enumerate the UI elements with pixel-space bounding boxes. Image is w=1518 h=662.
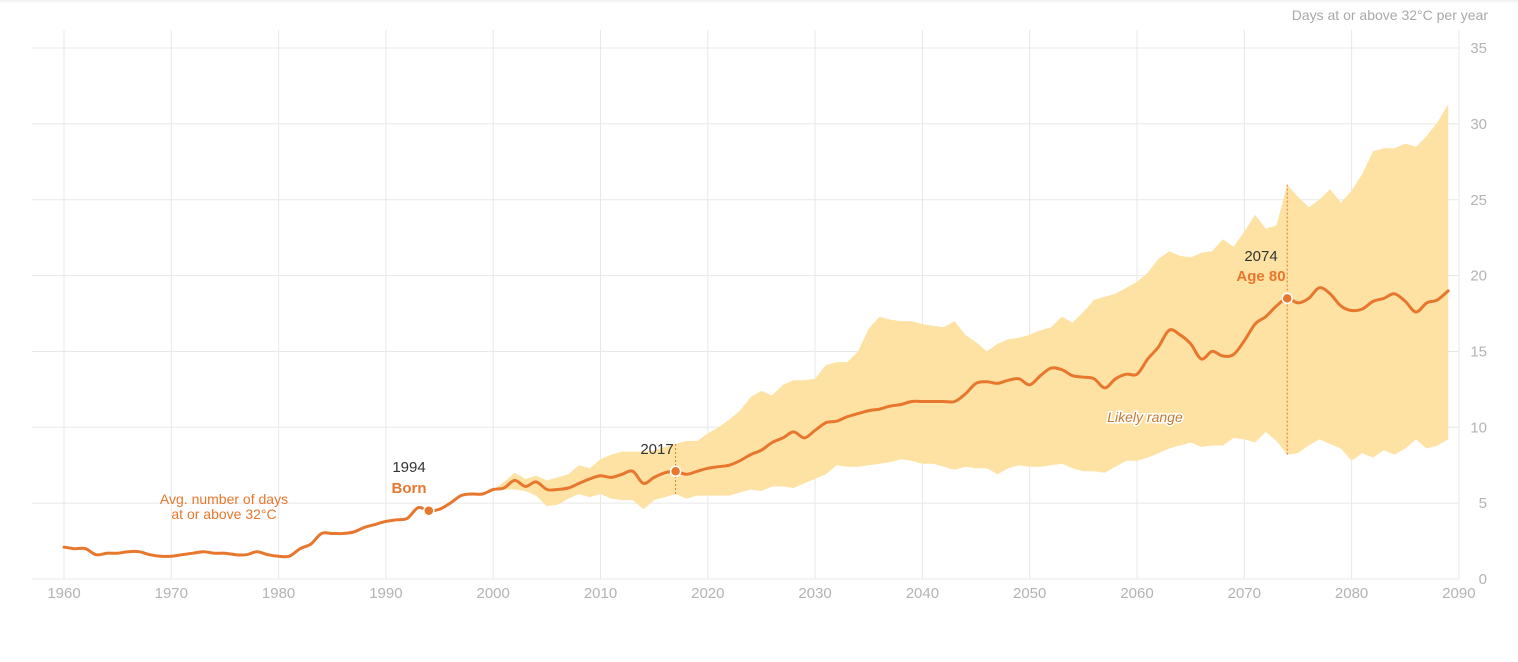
x-tick-label-1990: 1990 (369, 585, 402, 602)
likely-range-band (493, 104, 1449, 510)
avg-note-line1: Avg. number of days (160, 491, 288, 507)
marker-dot-2074 (1281, 292, 1293, 305)
average-line-layer (62, 286, 1450, 559)
born-year-label: 1994 (392, 459, 425, 476)
y-tick-label-5: 5 (1479, 495, 1487, 512)
y-tick-label-10: 10 (1470, 419, 1487, 436)
x-tick-label-1970: 1970 (155, 585, 188, 602)
x-tick-label-1980: 1980 (262, 585, 295, 602)
markers (423, 292, 1293, 517)
average-days-line (62, 286, 1450, 559)
x-tick-label-2060: 2060 (1120, 585, 1153, 602)
x-tick-label-1960: 1960 (47, 585, 80, 602)
age-label: Age 80 (1236, 268, 1285, 285)
x-tick-label-2040: 2040 (906, 585, 939, 602)
likely-range-label: Likely range (1107, 409, 1183, 425)
y-tick-label-0: 0 (1479, 571, 1487, 588)
y-tick-label-20: 20 (1470, 268, 1487, 285)
top-border (0, 0, 1518, 4)
likely-range-band-layer (493, 104, 1449, 510)
avg-note-line2: at or above 32°C (171, 506, 276, 522)
x-tick-label-2010: 2010 (584, 585, 617, 602)
x-tick-label-2080: 2080 (1335, 585, 1368, 602)
y-tick-label-30: 30 (1470, 116, 1487, 133)
x-tick-label-2050: 2050 (1013, 585, 1046, 602)
marker-dot-1994 (423, 504, 435, 517)
x-tick-label-2030: 2030 (798, 585, 831, 602)
y-tick-label-15: 15 (1470, 343, 1487, 360)
x-tick-label-2070: 2070 (1228, 585, 1261, 602)
x-tick-label-2090: 2090 (1442, 585, 1475, 602)
x-tick-label-2020: 2020 (691, 585, 724, 602)
born-label: Born (392, 480, 427, 497)
marker-dot-2017 (669, 465, 682, 478)
y-axis-title: Days at or above 32°C per year (1292, 7, 1489, 23)
x-tick-label-2000: 2000 (477, 585, 510, 602)
tick-labels: 0 5 10 15 20 25 30 35 1960 1970 1980 1990 2000 2010 20… (47, 40, 1487, 602)
age-year-label: 2074 (1244, 248, 1277, 265)
y-tick-label-35: 35 (1470, 40, 1487, 57)
y-tick-label-25: 25 (1470, 192, 1487, 209)
now-year-label: 2017 (640, 441, 673, 458)
